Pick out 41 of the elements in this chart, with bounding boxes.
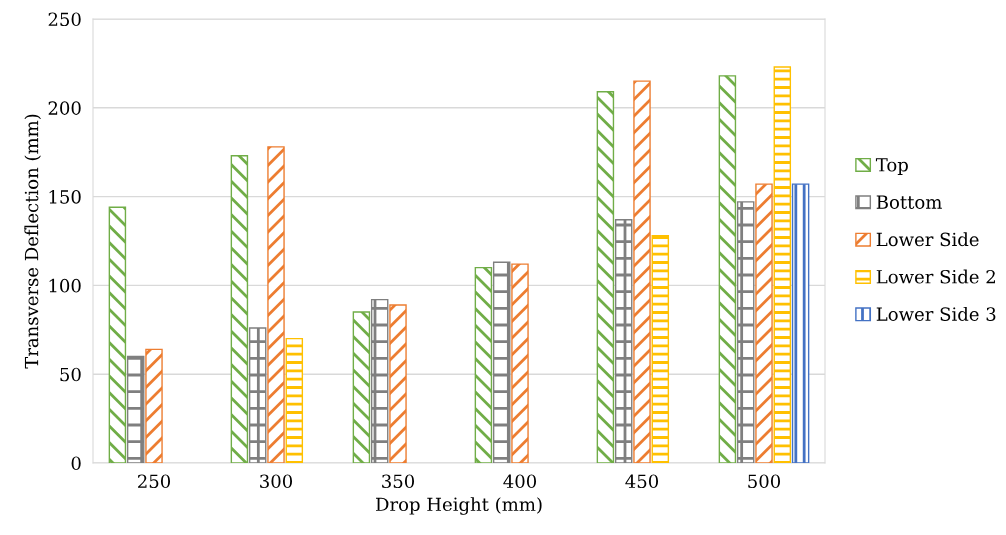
x-tick-label: 300 [260, 474, 293, 489]
y-tick-label: 50 [60, 367, 81, 382]
x-tick-label: 250 [137, 474, 171, 489]
bar [285, 337, 304, 463]
bar [755, 183, 773, 463]
bar [718, 75, 737, 463]
bar [492, 261, 511, 463]
x-axis-title: Drop Height (mm) [376, 497, 542, 515]
bar [651, 234, 670, 463]
legend-label: Lower Side [876, 232, 979, 247]
y-tick-label: 100 [49, 278, 81, 293]
bar [267, 146, 285, 463]
bar [511, 263, 529, 463]
x-tick-label: 350 [382, 474, 415, 489]
bar [389, 304, 407, 463]
bar [633, 80, 651, 463]
y-axis-title: Transverse Deflection (mm) [24, 114, 41, 369]
bar [370, 298, 389, 463]
y-tick-label: 150 [49, 190, 81, 204]
bar [773, 66, 792, 463]
legend-label: Lower Side 2 [876, 269, 995, 284]
bar [791, 183, 810, 463]
bar [230, 155, 249, 463]
bar [736, 201, 755, 463]
bar [248, 327, 267, 463]
y-tick-label: 200 [48, 101, 81, 115]
legend-label: Bottom [876, 195, 942, 209]
y-tick-label: 250 [48, 12, 81, 27]
legend-label: Top [875, 158, 908, 176]
bar [474, 266, 493, 463]
y-tick-label: 0 [71, 456, 81, 471]
bar [145, 348, 163, 463]
bar [108, 206, 127, 463]
legend-label: Lower Side 3 [876, 306, 996, 321]
x-tick-label: 400 [503, 474, 537, 489]
x-tick-label: 500 [748, 474, 781, 489]
bar [352, 311, 371, 463]
bar [596, 91, 615, 463]
bar [126, 355, 145, 463]
x-tick-label: 450 [625, 474, 659, 489]
bar [614, 218, 633, 463]
